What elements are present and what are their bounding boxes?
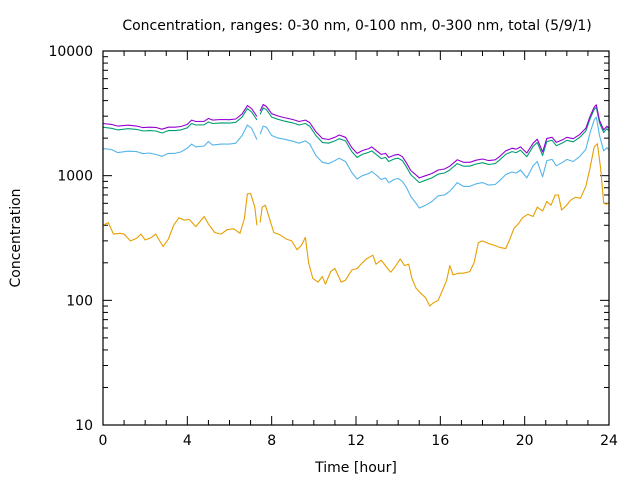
x-tick-label: 12 bbox=[347, 433, 365, 449]
series-line-0-30-nm bbox=[102, 143, 610, 307]
tick-labels: 0 4 8 12 16 20 24 10 100 1000 10000 bbox=[48, 44, 618, 449]
x-tick-label: 8 bbox=[267, 433, 276, 449]
y-axis-label: Concentration bbox=[8, 188, 24, 287]
chart-title: Concentration, ranges: 0-30 nm, 0-100 nm… bbox=[122, 18, 591, 34]
x-tick-label: 4 bbox=[183, 433, 192, 449]
series-line-0-100-nm bbox=[102, 116, 610, 209]
series-lines bbox=[102, 103, 610, 307]
y-tick-label: 1000 bbox=[57, 169, 93, 185]
x-tick-label: 24 bbox=[600, 433, 618, 449]
x-tick-label: 20 bbox=[516, 433, 534, 449]
y-tick-label: 10000 bbox=[48, 44, 93, 60]
x-tick-label: 0 bbox=[99, 433, 108, 449]
series-line-0-300-nm bbox=[102, 106, 610, 184]
x-axis-label: Time [hour] bbox=[314, 460, 397, 476]
series-line-total bbox=[102, 103, 610, 179]
y-tick-label: 10 bbox=[75, 418, 93, 434]
x-tick-label: 16 bbox=[431, 433, 449, 449]
y-tick-label: 100 bbox=[66, 293, 93, 309]
axis-ticks bbox=[102, 51, 610, 426]
plot-frame bbox=[102, 50, 610, 426]
